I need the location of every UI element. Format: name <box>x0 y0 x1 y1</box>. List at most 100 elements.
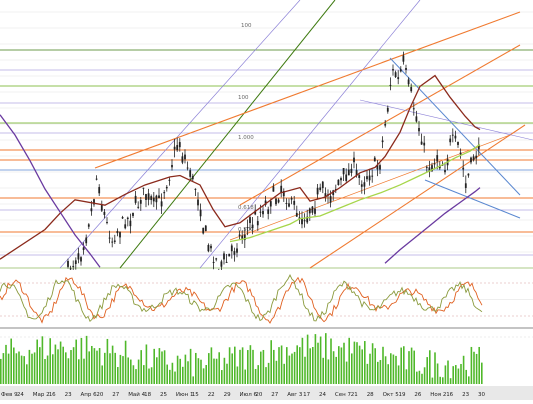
candle-body <box>77 253 80 260</box>
volume-bar <box>36 339 38 384</box>
volume-bar <box>421 373 423 384</box>
x-tick-label: 24 <box>17 392 24 398</box>
volume-bar <box>153 348 155 384</box>
x-tick-label: 16 <box>446 392 453 398</box>
volume-bar <box>231 353 233 384</box>
volume-bar <box>195 352 197 384</box>
volume-bar <box>379 360 382 384</box>
candle-body <box>384 123 387 126</box>
candle-body <box>301 218 303 225</box>
oscillator-line <box>0 274 483 323</box>
x-tick-label: 27 <box>112 392 119 398</box>
x-tick-label: 15 <box>192 392 199 398</box>
candle-body <box>423 142 426 146</box>
volume-bar <box>382 346 384 384</box>
volume-bar <box>444 365 447 384</box>
oscillator-line <box>0 276 483 324</box>
volume-bar <box>345 361 348 384</box>
candle-body <box>207 244 210 252</box>
volume-bar <box>31 353 33 384</box>
candle-body <box>100 204 103 211</box>
volume-bar <box>218 352 220 384</box>
candle-body <box>129 220 132 227</box>
volume-bar <box>52 354 54 384</box>
volume-bar <box>174 371 176 384</box>
volume-bar <box>171 362 174 384</box>
volume-bar <box>309 348 311 384</box>
moving-average-line <box>229 143 481 243</box>
volume-bar <box>122 356 124 384</box>
candle-body <box>74 260 77 264</box>
volume-bar <box>127 357 129 384</box>
candle-body <box>363 182 366 187</box>
candle-body <box>355 170 358 176</box>
candle-body <box>111 241 114 243</box>
candle-body <box>290 198 293 200</box>
candle-body <box>132 212 134 216</box>
x-tick-label: 25 <box>160 392 167 398</box>
volume-bar <box>2 353 5 384</box>
candle-body <box>425 167 428 169</box>
volume-bar <box>317 342 319 384</box>
candle-body <box>402 55 405 62</box>
candle-body <box>358 175 361 178</box>
candle-body <box>444 170 446 173</box>
volume-bar <box>252 349 254 384</box>
x-tick-label: 18 <box>144 392 151 398</box>
volume-bar <box>148 368 150 384</box>
candle-body <box>405 68 407 70</box>
candle-body <box>72 265 75 267</box>
volume-bar <box>187 361 189 384</box>
candle-body <box>282 191 285 197</box>
candle-body <box>241 235 244 239</box>
volume-bar <box>335 356 337 384</box>
candle-body <box>415 116 418 122</box>
volume-bar <box>59 341 62 384</box>
moving-average-line <box>0 114 101 268</box>
x-tick-label: Окт 5 <box>383 392 400 398</box>
candle-body <box>350 168 353 174</box>
candle-body <box>163 192 166 194</box>
candle-body <box>298 217 301 219</box>
candle-body <box>210 245 212 249</box>
candle-body <box>340 178 342 181</box>
candle-body <box>371 175 374 177</box>
volume-bar <box>124 340 127 384</box>
volume-bar <box>93 348 96 384</box>
volume-bar <box>410 347 413 384</box>
candle-body <box>428 167 431 172</box>
fib-level-label: 0.618 <box>238 205 254 211</box>
candle-body <box>272 186 275 192</box>
candle-body <box>204 225 207 232</box>
volume-bar <box>322 357 324 384</box>
volume-bar <box>306 334 309 384</box>
volume-bar <box>416 371 418 384</box>
x-tick-label: 16 <box>49 392 56 398</box>
volume-bar <box>72 347 75 384</box>
candle-body <box>134 195 137 203</box>
volume-bar <box>135 369 137 384</box>
x-tick-label: Авг 3 <box>287 392 303 398</box>
x-tick-label: 27 <box>271 392 278 398</box>
candle-body <box>69 268 72 270</box>
candle-body <box>80 257 82 262</box>
x-tick-label: Апр 6 <box>81 392 98 398</box>
candle-body <box>181 156 184 163</box>
volume-bar <box>436 363 439 384</box>
trend-line <box>424 179 521 219</box>
volume-bar <box>192 376 194 384</box>
candle-body <box>87 224 90 227</box>
candle-body <box>438 165 441 169</box>
volume-bar <box>408 351 410 384</box>
volume-bar <box>104 352 106 384</box>
volume-bar <box>226 363 228 384</box>
candle-body <box>186 167 189 169</box>
candle-body <box>220 261 223 267</box>
volume-bar <box>377 361 379 384</box>
volume-bar <box>109 353 111 384</box>
volume-bar <box>429 350 431 384</box>
candle-body <box>243 234 246 241</box>
volume-bar <box>348 337 350 384</box>
volume-bar <box>369 353 371 384</box>
candle-body <box>275 198 277 205</box>
